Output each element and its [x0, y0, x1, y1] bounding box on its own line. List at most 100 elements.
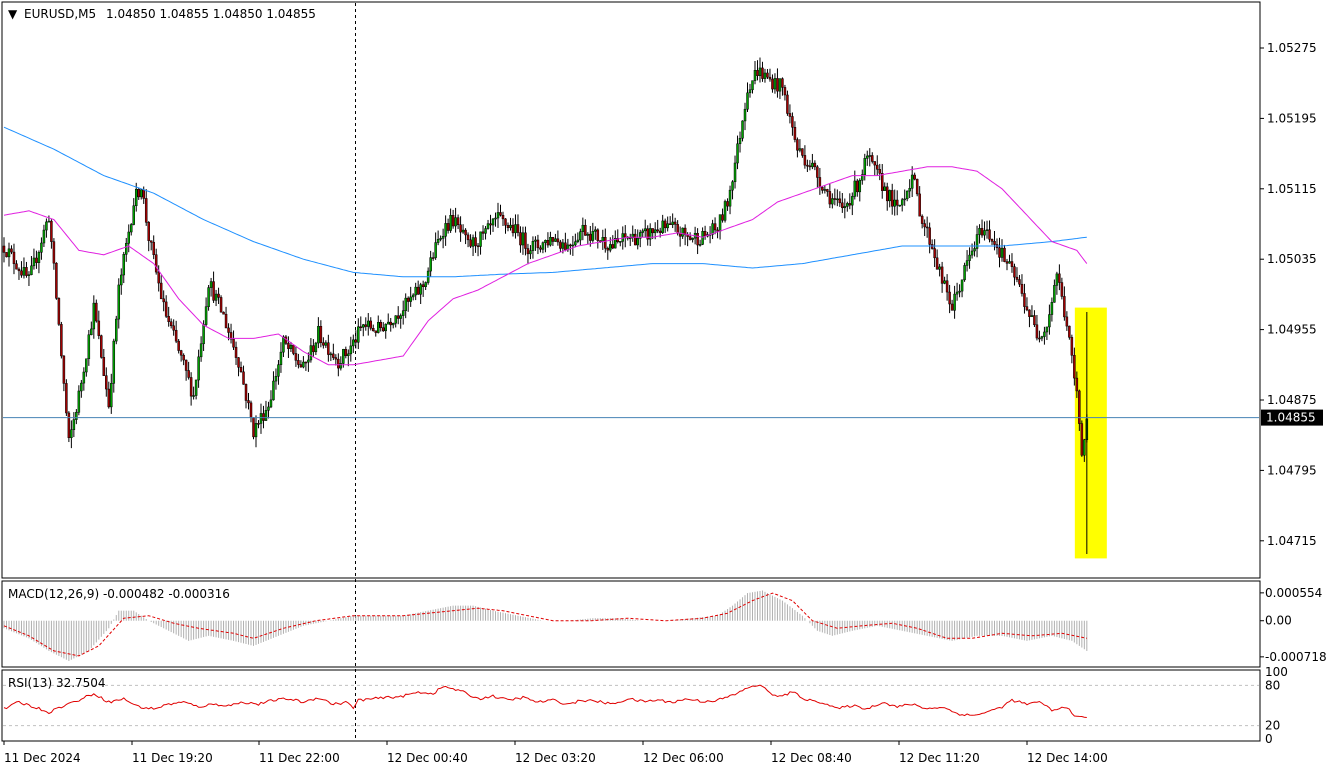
candle-body — [264, 410, 268, 421]
candle-body — [938, 266, 941, 270]
candle-body — [42, 229, 46, 244]
candle-body — [381, 327, 385, 332]
candle-body — [796, 139, 799, 151]
candle-body — [766, 72, 769, 78]
candle-body — [746, 92, 749, 110]
candle-body — [189, 377, 193, 397]
time-tick-label: 12 Dec 11:20 — [899, 751, 980, 765]
candle-body — [841, 202, 844, 209]
candle-body — [1045, 326, 1049, 333]
ma-slow-line — [3, 126, 1087, 278]
candle-body — [781, 78, 784, 88]
candle-body — [274, 376, 278, 382]
candle-body — [302, 361, 305, 368]
candle-body — [983, 230, 986, 236]
candle-body — [628, 237, 632, 239]
candle-body — [1073, 355, 1076, 379]
candle-body — [611, 244, 615, 249]
candle-body — [653, 229, 657, 234]
candle-body — [386, 321, 390, 325]
candle-body — [773, 78, 777, 90]
candle-body — [1068, 325, 1071, 338]
candle-body — [202, 324, 205, 345]
candle-body — [349, 345, 353, 355]
candle-body — [122, 254, 126, 276]
macd-tick-label: 0.000554 — [1265, 586, 1322, 600]
candle-body — [584, 224, 587, 236]
last-price-label: 1.04855 — [1266, 411, 1316, 425]
candle-body — [137, 188, 140, 198]
time-tick-label: 12 Dec 08:40 — [771, 751, 852, 765]
candle-body — [449, 215, 452, 231]
candle-body — [269, 399, 273, 408]
time-tick-label: 12 Dec 14:00 — [1027, 751, 1108, 765]
candle-body — [90, 328, 93, 336]
candle-body — [404, 297, 407, 311]
candle-body — [531, 240, 535, 251]
candle-body — [5, 252, 8, 258]
candle-body — [252, 417, 255, 438]
candle-body — [367, 320, 370, 327]
candle-body — [885, 186, 889, 202]
candle-body — [908, 188, 911, 192]
candle-body — [446, 223, 450, 231]
candle-body — [347, 353, 350, 356]
candle-body — [471, 237, 475, 247]
candle-body — [164, 301, 168, 317]
candle-body — [494, 217, 497, 220]
candle-body — [179, 350, 183, 356]
candle-body — [35, 257, 38, 263]
candle-body — [262, 413, 265, 421]
candle-body — [272, 380, 275, 401]
candle-body — [454, 217, 457, 227]
candle-body — [851, 196, 854, 206]
candle-body — [616, 238, 620, 242]
candle-body — [332, 353, 335, 358]
candle-body — [551, 236, 555, 242]
candle-body — [905, 190, 909, 200]
candle-body — [920, 215, 924, 224]
candle-body — [1063, 296, 1066, 318]
candle-body — [17, 268, 21, 272]
macd-pane — [1, 580, 1261, 668]
candle-body — [985, 229, 989, 231]
candle-body — [244, 384, 248, 401]
rsi-label: RSI(13) 32.7504 — [8, 676, 106, 690]
dropdown-triangle-icon[interactable]: ▼ — [8, 7, 18, 21]
candle-body — [414, 286, 417, 296]
candle-body — [673, 221, 677, 225]
candle-body — [486, 223, 490, 229]
candle-body — [1043, 331, 1046, 337]
candle-body — [933, 248, 936, 259]
candle-body — [384, 323, 387, 332]
candle-body — [1040, 336, 1044, 339]
candle-body — [783, 87, 787, 96]
candle-body — [344, 349, 348, 356]
candle-body — [466, 234, 470, 241]
candle-body — [461, 229, 465, 233]
candle-body — [399, 315, 402, 319]
candle-body — [1050, 302, 1054, 315]
candle-body — [120, 274, 123, 286]
candle-body — [915, 178, 919, 195]
candle-body — [401, 310, 405, 316]
candle-body — [1065, 316, 1069, 327]
candle-body — [843, 206, 847, 209]
candle-body — [1028, 309, 1031, 317]
candle-body — [978, 228, 981, 235]
candle-body — [514, 224, 517, 234]
candle-body — [863, 158, 867, 175]
candle-body — [688, 236, 692, 240]
macd-tick-label: -0.000718 — [1265, 650, 1327, 664]
candle-body — [282, 336, 285, 353]
candle-body — [222, 311, 225, 315]
candle-body — [876, 164, 879, 170]
candle-body — [950, 303, 954, 311]
candle-body — [312, 345, 315, 353]
candle-body — [910, 174, 914, 189]
candle-body — [973, 248, 976, 252]
candle-body — [970, 250, 974, 256]
candle-body — [254, 423, 258, 438]
candle-body — [648, 228, 652, 240]
candle-body — [953, 293, 956, 311]
